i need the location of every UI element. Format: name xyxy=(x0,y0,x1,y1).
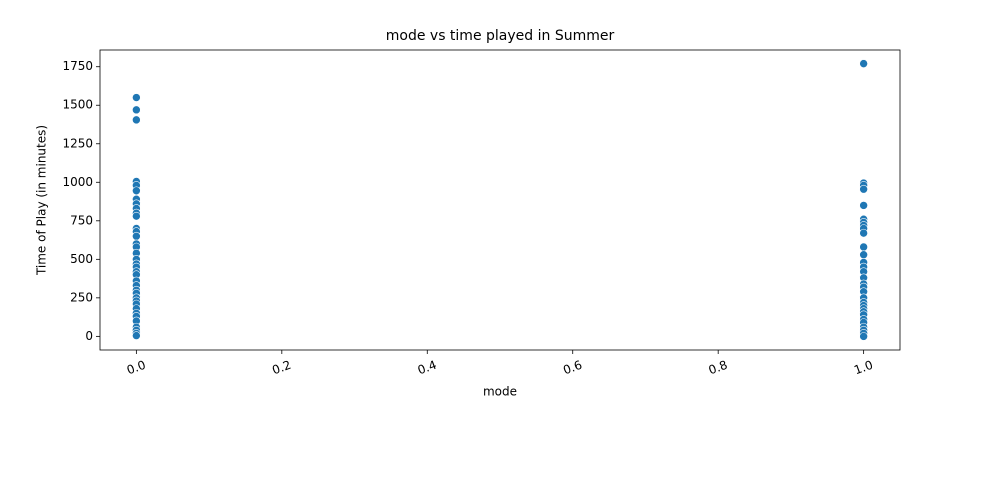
plot-frame xyxy=(99,49,901,351)
point xyxy=(859,332,868,341)
chart-title: mode vs time played in Summer xyxy=(386,28,615,44)
point xyxy=(859,59,868,68)
point xyxy=(859,201,868,210)
x-tick-label: 0.0 xyxy=(125,358,148,378)
x-tick-label: 0.8 xyxy=(707,358,730,378)
x-tick-label: 1.0 xyxy=(852,358,875,378)
y-tick-label: 750 xyxy=(70,213,93,227)
y-axis-label: Time of Play (in minutes) xyxy=(35,125,49,276)
point xyxy=(132,186,141,196)
y-tick-label: 250 xyxy=(70,290,93,304)
x-axis-label: mode xyxy=(483,385,517,399)
point xyxy=(132,331,141,340)
y-tick-label: 1500 xyxy=(62,98,93,112)
y-tick-label: 500 xyxy=(70,252,93,266)
point xyxy=(859,242,868,252)
y-tick-label: 1750 xyxy=(62,59,93,73)
point xyxy=(859,184,868,194)
point xyxy=(132,115,141,125)
point xyxy=(859,250,868,259)
x-tick-label: 0.2 xyxy=(270,358,293,378)
point xyxy=(132,211,141,221)
point xyxy=(132,105,141,115)
y-tick-label: 1250 xyxy=(62,136,93,150)
point xyxy=(132,231,141,241)
y-tick-label: 1000 xyxy=(62,175,93,189)
x-tick-label: 0.4 xyxy=(416,358,439,378)
point xyxy=(859,228,868,238)
point xyxy=(132,93,141,102)
x-tick-label: 0.6 xyxy=(561,358,584,378)
y-tick-label: 0 xyxy=(85,329,93,343)
